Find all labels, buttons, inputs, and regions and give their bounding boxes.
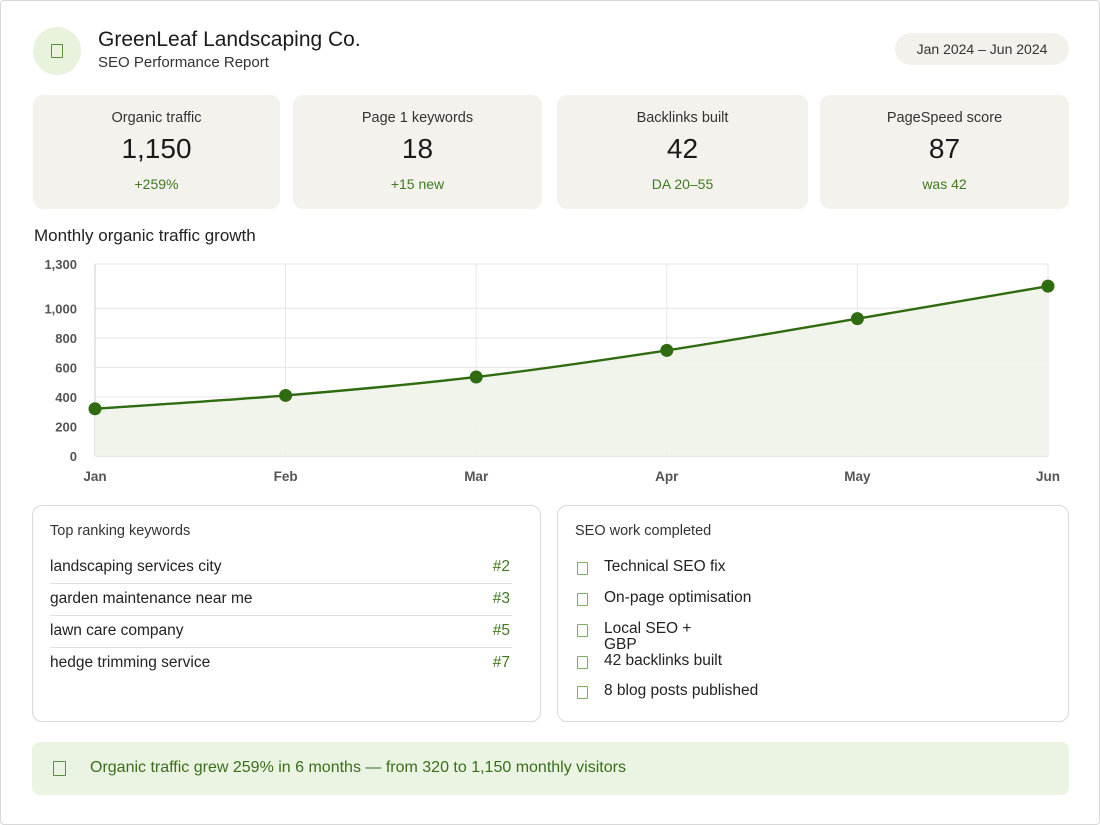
company-name: GreenLeaf Landscaping Co.: [98, 28, 361, 51]
keyword-text: lawn care company: [50, 622, 184, 639]
kpi-value: 42: [666, 133, 699, 164]
checkbox-icon: [577, 686, 588, 699]
checkbox-icon: [577, 562, 588, 575]
data-point: [660, 343, 674, 357]
kpi-card-backlinks: Backlinks built 42 DA 20–55: [557, 95, 808, 209]
summary-text: Organic traffic grew 259% in 6 months — …: [90, 759, 626, 776]
work-item-text: On-page optimisation: [604, 589, 752, 606]
kpi-label: Organic traffic: [111, 110, 202, 126]
company-logo: [33, 27, 81, 75]
work-item-text: Technical SEO fix: [604, 558, 726, 575]
kpi-card-pagespeed: PageSpeed score 87 was 42: [820, 95, 1069, 209]
data-point: [469, 370, 483, 384]
checkbox-icon: [577, 593, 588, 606]
traffic-area: [95, 286, 1048, 456]
kpi-value: 87: [928, 133, 961, 164]
kpi-value: 18: [401, 133, 434, 164]
kpi-label: Backlinks built: [636, 110, 729, 126]
panel-title: Top ranking keywords: [50, 523, 191, 539]
chart-title: Monthly organic traffic growth: [34, 226, 256, 245]
traffic-line: [94, 284, 1049, 410]
seo-work-panel: SEO work completed Technical SEO fix On-…: [557, 505, 1069, 722]
traffic-chart: 0 200 400 600 800 1,000 1,300 Jan Feb Mar Apr May Ju…: [44, 257, 1060, 484]
y-tick-label: 1,000: [44, 301, 77, 316]
y-tick-label: 0: [70, 449, 77, 464]
y-tick-label: 800: [55, 331, 77, 346]
report-subtitle: SEO Performance Report: [98, 54, 269, 71]
work-item-text: 8 blog posts published: [604, 682, 759, 699]
data-point: [279, 388, 293, 402]
leaf-icon: [51, 44, 63, 58]
x-tick-label: Jun: [1036, 469, 1060, 484]
x-tick-label: May: [844, 469, 871, 484]
keyword-row: landscaping services city #2: [50, 552, 512, 584]
kpi-change: +15 new: [390, 176, 445, 192]
kpi-change: +259%: [134, 176, 179, 192]
keyword-rank: #7: [492, 654, 510, 671]
x-tick-label: Feb: [274, 469, 298, 484]
kpi-value: 1,150: [121, 133, 192, 164]
y-tick-label: 200: [55, 419, 77, 434]
kpi-card-page1-keywords: Page 1 keywords 18 +15 new: [293, 95, 542, 209]
kpi-card-organic-traffic: Organic traffic 1,150 +259%: [33, 95, 280, 209]
kpi-label: Page 1 keywords: [361, 110, 474, 126]
x-tick-label: Apr: [655, 469, 679, 484]
summary-banner: Organic traffic grew 259% in 6 months — …: [32, 742, 1069, 795]
data-point: [850, 312, 864, 326]
keyword-text: landscaping services city: [50, 558, 222, 575]
kpi-label: PageSpeed score: [886, 110, 1003, 126]
keyword-row: lawn care company #5: [50, 616, 512, 648]
checkbox-icon: [577, 656, 588, 669]
work-item-text: 42 backlinks built: [604, 652, 723, 669]
data-point: [1041, 279, 1055, 293]
keyword-rank: #3: [492, 590, 510, 607]
y-tick-label: 400: [55, 390, 77, 405]
keyword-row: garden maintenance near me #3: [50, 584, 512, 616]
y-tick-label: 1,300: [44, 257, 77, 272]
y-tick-label: 600: [55, 360, 77, 375]
checkbox-icon: [577, 624, 588, 637]
keyword-text: hedge trimming service: [50, 654, 211, 671]
x-tick-label: Jan: [83, 469, 106, 484]
x-tick-label: Mar: [464, 469, 489, 484]
kpi-change: DA 20–55: [651, 176, 714, 192]
keyword-rank: #2: [492, 558, 510, 575]
kpi-change: was 42: [922, 176, 967, 192]
trend-icon: [53, 761, 66, 776]
keyword-rank: #5: [492, 622, 510, 639]
work-item-text: Local SEO + GBP: [604, 620, 692, 653]
date-range-badge: Jan 2024 – Jun 2024: [895, 33, 1069, 65]
keyword-row: hedge trimming service #7: [50, 648, 512, 680]
panel-title: SEO work completed: [575, 523, 712, 539]
data-point: [88, 402, 102, 416]
keyword-text: garden maintenance near me: [50, 590, 253, 607]
top-keywords-panel: Top ranking keywords landscaping service…: [32, 505, 541, 722]
